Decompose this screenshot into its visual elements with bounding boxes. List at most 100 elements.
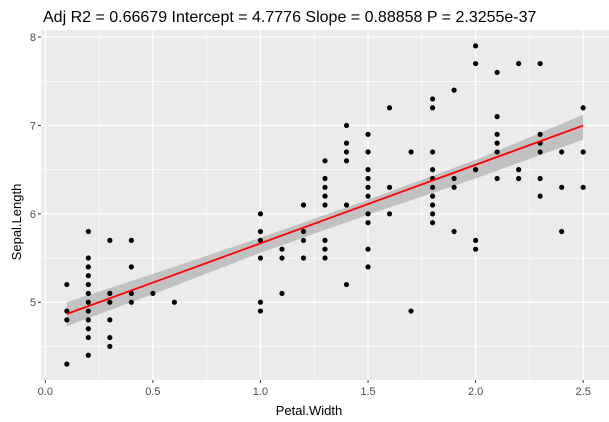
data-point xyxy=(537,193,543,199)
data-point xyxy=(343,140,350,146)
data-point xyxy=(64,361,70,367)
x-tick-label: 0.5 xyxy=(145,386,160,398)
data-point xyxy=(365,175,371,182)
data-point xyxy=(386,184,393,190)
data-point xyxy=(300,228,307,235)
data-point xyxy=(473,167,479,173)
data-point xyxy=(343,149,350,155)
data-point xyxy=(171,299,177,305)
data-point xyxy=(559,149,565,155)
data-point xyxy=(365,264,371,270)
data-point xyxy=(322,237,328,243)
data-point xyxy=(580,105,586,111)
data-point xyxy=(300,255,307,261)
data-point xyxy=(85,264,91,270)
data-point xyxy=(300,237,307,243)
data-point xyxy=(257,299,264,305)
data-point xyxy=(559,228,565,235)
data-point xyxy=(516,60,522,67)
data-point xyxy=(473,237,479,243)
data-point xyxy=(322,184,328,190)
data-point xyxy=(107,299,113,305)
data-point xyxy=(365,149,371,155)
data-point xyxy=(365,246,371,252)
data-point xyxy=(365,211,371,217)
data-point xyxy=(580,149,586,155)
data-point xyxy=(516,175,522,182)
data-point xyxy=(343,158,350,164)
data-point xyxy=(365,167,371,173)
data-point xyxy=(429,167,436,173)
x-tick-label: 1.0 xyxy=(253,386,268,398)
data-points xyxy=(64,43,586,367)
data-point xyxy=(107,343,113,350)
data-point xyxy=(85,352,91,358)
data-point xyxy=(429,220,436,226)
data-point xyxy=(343,122,350,129)
x-axis-ticks: 0.0 0.5 1.0 1.5 2.0 2.5 xyxy=(38,380,591,398)
data-point xyxy=(365,131,371,137)
data-point xyxy=(85,255,91,261)
data-point xyxy=(429,96,436,102)
data-point xyxy=(64,308,70,314)
data-point xyxy=(279,255,285,261)
data-point xyxy=(473,60,479,67)
data-point xyxy=(85,326,91,332)
data-point xyxy=(343,202,350,208)
x-tick-label: 2.0 xyxy=(468,386,483,398)
data-point xyxy=(451,184,457,190)
data-point xyxy=(494,131,500,137)
data-point xyxy=(494,140,500,146)
data-point xyxy=(537,131,543,137)
data-point xyxy=(494,114,500,120)
chart-title: Adj R2 = 0.66679 Intercept = 4.7776 Slop… xyxy=(43,9,537,26)
x-tick-label: 1.5 xyxy=(360,386,375,398)
data-point xyxy=(107,317,113,323)
data-point xyxy=(429,105,436,111)
data-point xyxy=(537,60,543,67)
data-point xyxy=(279,290,285,296)
data-point xyxy=(107,237,113,243)
data-point xyxy=(429,184,436,190)
y-tick-label: 8 xyxy=(30,32,36,44)
data-point xyxy=(257,211,264,217)
data-point xyxy=(300,202,307,208)
data-point xyxy=(85,299,91,305)
data-point xyxy=(580,184,586,190)
data-point xyxy=(343,281,350,288)
y-tick-label: 6 xyxy=(30,209,36,221)
data-point xyxy=(322,175,328,182)
data-point xyxy=(85,290,91,296)
data-point xyxy=(494,149,500,155)
data-point xyxy=(365,184,371,190)
data-point xyxy=(408,308,414,314)
x-axis-title: Petal.Width xyxy=(276,403,342,418)
major-gridlines xyxy=(41,30,609,380)
data-point xyxy=(322,158,328,164)
data-point xyxy=(516,167,522,173)
data-point xyxy=(494,175,500,182)
x-tick-label: 2.5 xyxy=(576,386,591,398)
data-point xyxy=(451,87,457,93)
data-point xyxy=(322,202,328,208)
data-point xyxy=(64,281,70,288)
data-point xyxy=(451,228,457,235)
data-point xyxy=(429,211,436,217)
regression-line xyxy=(66,124,584,315)
data-point xyxy=(429,193,436,199)
data-point xyxy=(64,317,70,323)
data-point xyxy=(85,308,91,314)
data-point xyxy=(257,228,264,235)
data-point xyxy=(257,255,264,261)
data-point xyxy=(85,281,91,288)
data-point xyxy=(365,193,371,199)
y-tick-label: 7 xyxy=(30,120,36,132)
data-point xyxy=(85,273,91,279)
data-point xyxy=(429,202,436,208)
data-point xyxy=(85,228,91,235)
data-point xyxy=(128,299,134,305)
data-point xyxy=(408,149,414,155)
data-point xyxy=(322,193,328,199)
data-point xyxy=(386,105,393,111)
